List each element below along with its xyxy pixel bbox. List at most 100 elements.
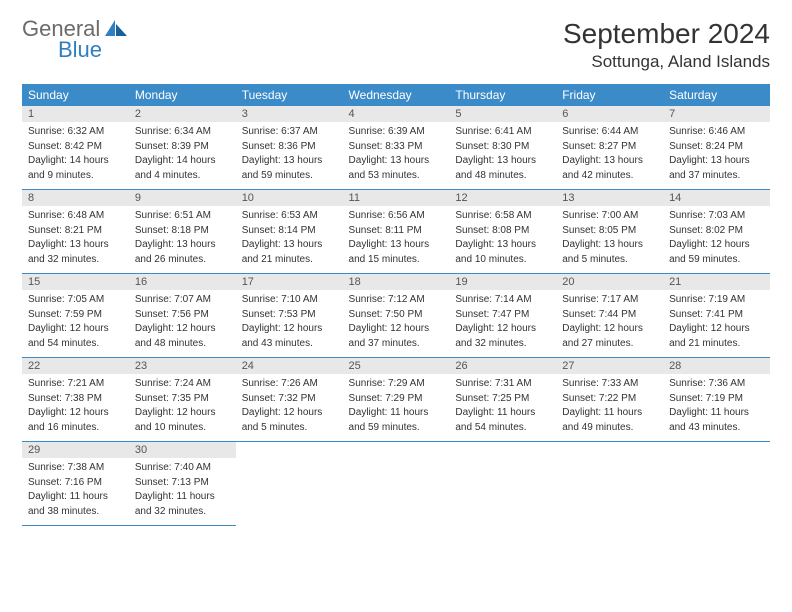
day-info: Sunrise: 6:58 AMSunset: 8:08 PMDaylight:… — [449, 206, 556, 273]
calendar-cell: 23Sunrise: 7:24 AMSunset: 7:35 PMDayligh… — [129, 358, 236, 442]
daylight-text: Daylight: 13 hours — [349, 238, 444, 252]
sunrise-text: Sunrise: 7:29 AM — [349, 377, 444, 391]
sunset-text: Sunset: 7:44 PM — [562, 308, 657, 322]
day-info: Sunrise: 6:44 AMSunset: 8:27 PMDaylight:… — [556, 122, 663, 189]
day-info: Sunrise: 7:05 AMSunset: 7:59 PMDaylight:… — [22, 290, 129, 357]
daylight-text: and 5 minutes. — [242, 421, 337, 435]
daylight-text: Daylight: 13 hours — [562, 238, 657, 252]
daylight-text: Daylight: 12 hours — [669, 238, 764, 252]
sunrise-text: Sunrise: 6:32 AM — [28, 125, 123, 139]
title-block: September 2024 Sottunga, Aland Islands — [563, 18, 770, 72]
day-number: 18 — [343, 274, 450, 290]
weekday-header: Monday — [129, 84, 236, 106]
sunrise-text: Sunrise: 7:33 AM — [562, 377, 657, 391]
calendar-table: Sunday Monday Tuesday Wednesday Thursday… — [22, 84, 770, 526]
sunrise-text: Sunrise: 7:26 AM — [242, 377, 337, 391]
calendar-cell: 3Sunrise: 6:37 AMSunset: 8:36 PMDaylight… — [236, 106, 343, 190]
sunset-text: Sunset: 7:53 PM — [242, 308, 337, 322]
calendar-cell: 12Sunrise: 6:58 AMSunset: 8:08 PMDayligh… — [449, 190, 556, 274]
daylight-text: Daylight: 11 hours — [135, 490, 230, 504]
calendar-cell: 15Sunrise: 7:05 AMSunset: 7:59 PMDayligh… — [22, 274, 129, 358]
calendar-cell — [343, 442, 450, 526]
sunset-text: Sunset: 7:19 PM — [669, 392, 764, 406]
day-info: Sunrise: 7:19 AMSunset: 7:41 PMDaylight:… — [663, 290, 770, 357]
day-info: Sunrise: 7:14 AMSunset: 7:47 PMDaylight:… — [449, 290, 556, 357]
daylight-text: Daylight: 13 hours — [28, 238, 123, 252]
sunrise-text: Sunrise: 6:58 AM — [455, 209, 550, 223]
day-info: Sunrise: 6:37 AMSunset: 8:36 PMDaylight:… — [236, 122, 343, 189]
sunset-text: Sunset: 8:08 PM — [455, 224, 550, 238]
sunrise-text: Sunrise: 7:19 AM — [669, 293, 764, 307]
day-info: Sunrise: 6:56 AMSunset: 8:11 PMDaylight:… — [343, 206, 450, 273]
sunrise-text: Sunrise: 7:17 AM — [562, 293, 657, 307]
calendar-cell: 7Sunrise: 6:46 AMSunset: 8:24 PMDaylight… — [663, 106, 770, 190]
daylight-text: Daylight: 12 hours — [242, 406, 337, 420]
sunset-text: Sunset: 8:33 PM — [349, 140, 444, 154]
day-number: 27 — [556, 358, 663, 374]
calendar-cell: 25Sunrise: 7:29 AMSunset: 7:29 PMDayligh… — [343, 358, 450, 442]
sunset-text: Sunset: 8:42 PM — [28, 140, 123, 154]
day-info: Sunrise: 6:46 AMSunset: 8:24 PMDaylight:… — [663, 122, 770, 189]
daylight-text: Daylight: 14 hours — [28, 154, 123, 168]
day-info: Sunrise: 7:38 AMSunset: 7:16 PMDaylight:… — [22, 458, 129, 525]
day-number: 6 — [556, 106, 663, 122]
daylight-text: Daylight: 13 hours — [455, 238, 550, 252]
calendar-row: 15Sunrise: 7:05 AMSunset: 7:59 PMDayligh… — [22, 274, 770, 358]
daylight-text: and 21 minutes. — [242, 253, 337, 267]
sunrise-text: Sunrise: 6:34 AM — [135, 125, 230, 139]
day-number: 13 — [556, 190, 663, 206]
daylight-text: and 54 minutes. — [455, 421, 550, 435]
sunrise-text: Sunrise: 7:00 AM — [562, 209, 657, 223]
daylight-text: and 10 minutes. — [455, 253, 550, 267]
sunset-text: Sunset: 7:47 PM — [455, 308, 550, 322]
sunrise-text: Sunrise: 7:14 AM — [455, 293, 550, 307]
day-info: Sunrise: 7:07 AMSunset: 7:56 PMDaylight:… — [129, 290, 236, 357]
calendar-cell: 4Sunrise: 6:39 AMSunset: 8:33 PMDaylight… — [343, 106, 450, 190]
sunset-text: Sunset: 8:30 PM — [455, 140, 550, 154]
daylight-text: and 42 minutes. — [562, 169, 657, 183]
daylight-text: and 32 minutes. — [28, 253, 123, 267]
sunrise-text: Sunrise: 7:24 AM — [135, 377, 230, 391]
day-number: 21 — [663, 274, 770, 290]
day-info: Sunrise: 6:34 AMSunset: 8:39 PMDaylight:… — [129, 122, 236, 189]
sunrise-text: Sunrise: 7:31 AM — [455, 377, 550, 391]
sunset-text: Sunset: 8:21 PM — [28, 224, 123, 238]
calendar-cell: 24Sunrise: 7:26 AMSunset: 7:32 PMDayligh… — [236, 358, 343, 442]
daylight-text: and 16 minutes. — [28, 421, 123, 435]
calendar-cell: 18Sunrise: 7:12 AMSunset: 7:50 PMDayligh… — [343, 274, 450, 358]
calendar-cell: 27Sunrise: 7:33 AMSunset: 7:22 PMDayligh… — [556, 358, 663, 442]
sunset-text: Sunset: 7:29 PM — [349, 392, 444, 406]
day-info: Sunrise: 7:33 AMSunset: 7:22 PMDaylight:… — [556, 374, 663, 441]
logo-sail-icon — [105, 20, 129, 36]
daylight-text: and 43 minutes. — [669, 421, 764, 435]
daylight-text: and 53 minutes. — [349, 169, 444, 183]
day-info: Sunrise: 7:36 AMSunset: 7:19 PMDaylight:… — [663, 374, 770, 441]
logo-text-blue: Blue — [58, 39, 129, 61]
sunset-text: Sunset: 7:16 PM — [28, 476, 123, 490]
calendar-cell: 14Sunrise: 7:03 AMSunset: 8:02 PMDayligh… — [663, 190, 770, 274]
daylight-text: and 48 minutes. — [455, 169, 550, 183]
daylight-text: and 4 minutes. — [135, 169, 230, 183]
sunset-text: Sunset: 8:05 PM — [562, 224, 657, 238]
weekday-header: Friday — [556, 84, 663, 106]
calendar-row: 29Sunrise: 7:38 AMSunset: 7:16 PMDayligh… — [22, 442, 770, 526]
daylight-text: Daylight: 12 hours — [242, 322, 337, 336]
daylight-text: and 38 minutes. — [28, 505, 123, 519]
day-info: Sunrise: 7:17 AMSunset: 7:44 PMDaylight:… — [556, 290, 663, 357]
day-number: 12 — [449, 190, 556, 206]
day-number: 4 — [343, 106, 450, 122]
day-number: 3 — [236, 106, 343, 122]
daylight-text: Daylight: 11 hours — [349, 406, 444, 420]
day-info: Sunrise: 7:21 AMSunset: 7:38 PMDaylight:… — [22, 374, 129, 441]
sunrise-text: Sunrise: 6:37 AM — [242, 125, 337, 139]
daylight-text: Daylight: 13 hours — [455, 154, 550, 168]
calendar-cell: 8Sunrise: 6:48 AMSunset: 8:21 PMDaylight… — [22, 190, 129, 274]
daylight-text: and 10 minutes. — [135, 421, 230, 435]
daylight-text: and 43 minutes. — [242, 337, 337, 351]
sunrise-text: Sunrise: 7:38 AM — [28, 461, 123, 475]
calendar-cell: 20Sunrise: 7:17 AMSunset: 7:44 PMDayligh… — [556, 274, 663, 358]
day-info: Sunrise: 6:53 AMSunset: 8:14 PMDaylight:… — [236, 206, 343, 273]
daylight-text: Daylight: 11 hours — [669, 406, 764, 420]
day-number: 26 — [449, 358, 556, 374]
daylight-text: and 21 minutes. — [669, 337, 764, 351]
